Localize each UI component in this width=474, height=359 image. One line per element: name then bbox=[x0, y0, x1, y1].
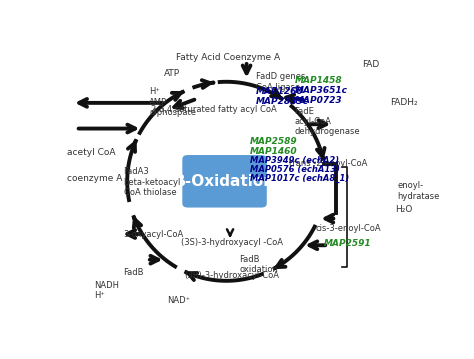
Text: FADH₂: FADH₂ bbox=[390, 98, 418, 107]
Text: MAP0723: MAP0723 bbox=[294, 95, 342, 104]
Text: acetyl CoA: acetyl CoA bbox=[66, 148, 115, 157]
Text: MAP1458: MAP1458 bbox=[294, 76, 342, 85]
Text: FadE
acyl-CoA
dehydrogenase: FadE acyl-CoA dehydrogenase bbox=[294, 107, 360, 136]
Text: MAP1460: MAP1460 bbox=[250, 147, 298, 156]
Text: ATP: ATP bbox=[164, 69, 180, 78]
Text: Fatty Acid Coenzyme A: Fatty Acid Coenzyme A bbox=[176, 53, 280, 62]
Text: MAP3949c (echA2): MAP3949c (echA2) bbox=[250, 157, 339, 165]
Text: enoyl-
hydratase: enoyl- hydratase bbox=[397, 181, 439, 201]
Text: FadD genes
CoA ligase: FadD genes CoA ligase bbox=[256, 72, 305, 92]
Text: 2,3,4 saturated fatty acyl CoA: 2,3,4 saturated fatty acyl CoA bbox=[151, 105, 276, 114]
Text: (3R)-3-hydroxacyl-CoA: (3R)-3-hydroxacyl-CoA bbox=[184, 271, 279, 280]
Text: FadA3
beta-ketoacyl
CoA thiolase: FadA3 beta-ketoacyl CoA thiolase bbox=[124, 167, 181, 197]
Text: MAP2591: MAP2591 bbox=[324, 239, 371, 248]
Text: FadB
oxidation: FadB oxidation bbox=[239, 255, 278, 274]
Text: β-Oxidation: β-Oxidation bbox=[174, 174, 274, 189]
Text: FAD: FAD bbox=[362, 60, 380, 69]
Text: cis-3-enoyl-CoA: cis-3-enoyl-CoA bbox=[315, 224, 381, 233]
Text: trans -2-enoyl-CoA: trans -2-enoyl-CoA bbox=[290, 159, 368, 168]
Text: (3S)-3-hydroxyacyl -CoA: (3S)-3-hydroxyacyl -CoA bbox=[181, 238, 283, 247]
Text: MAP2589: MAP2589 bbox=[250, 137, 298, 146]
Text: NADH
H⁺: NADH H⁺ bbox=[94, 281, 119, 300]
Text: MAP3651c: MAP3651c bbox=[294, 86, 347, 95]
Text: MAP1260: MAP1260 bbox=[256, 87, 303, 96]
Text: NAD⁺: NAD⁺ bbox=[168, 296, 191, 305]
Text: H⁺
AMP
diphospate: H⁺ AMP diphospate bbox=[149, 87, 196, 117]
Text: MAP0576 (echA13): MAP0576 (echA13) bbox=[250, 165, 340, 174]
Text: 3-oxyacyl-CoA: 3-oxyacyl-CoA bbox=[124, 230, 184, 239]
Text: MAP1017c (echA8_1): MAP1017c (echA8_1) bbox=[250, 174, 349, 183]
Text: H₂O: H₂O bbox=[395, 205, 413, 214]
Text: coenzyme A: coenzyme A bbox=[66, 174, 122, 183]
FancyBboxPatch shape bbox=[182, 155, 267, 208]
Text: FadB: FadB bbox=[124, 269, 144, 278]
Text: MAP2833c: MAP2833c bbox=[256, 97, 309, 106]
